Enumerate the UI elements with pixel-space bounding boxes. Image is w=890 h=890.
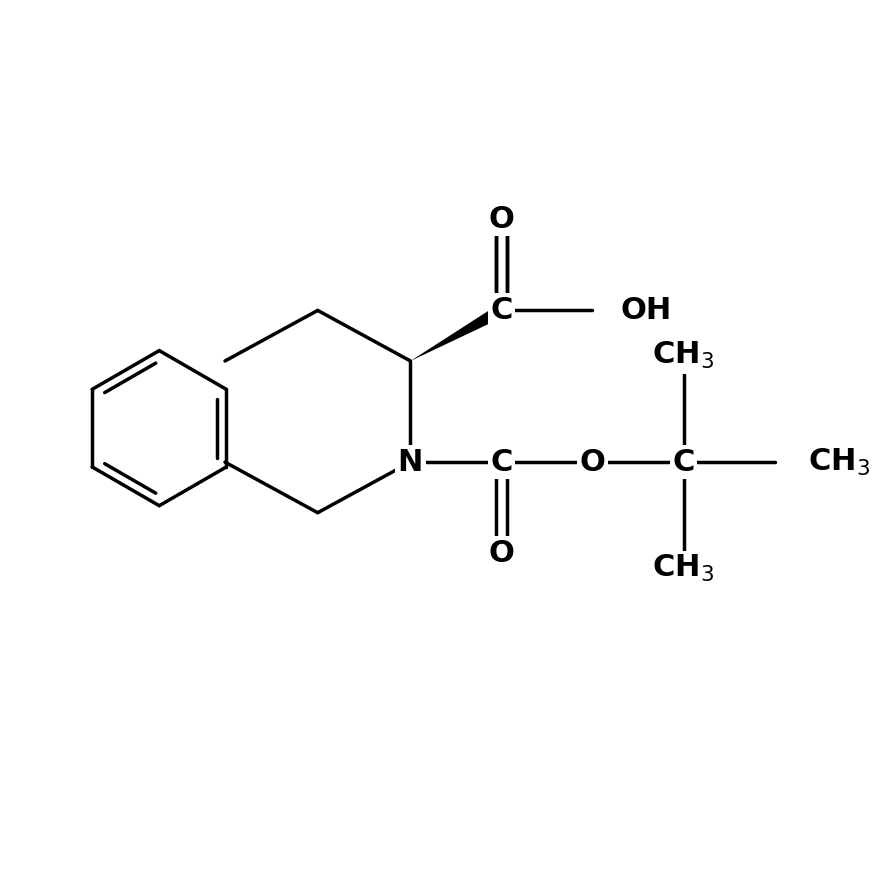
Text: O: O: [579, 448, 605, 477]
Text: N: N: [398, 448, 423, 477]
Text: O: O: [489, 205, 514, 234]
Polygon shape: [410, 304, 505, 361]
Text: O: O: [489, 538, 514, 568]
Text: C: C: [672, 448, 695, 477]
Text: C: C: [490, 448, 513, 477]
Text: OH: OH: [621, 295, 672, 325]
Text: CH$_3$: CH$_3$: [808, 447, 870, 478]
Text: C: C: [490, 295, 513, 325]
Text: CH$_3$: CH$_3$: [652, 340, 715, 371]
Text: CH$_3$: CH$_3$: [652, 554, 715, 584]
